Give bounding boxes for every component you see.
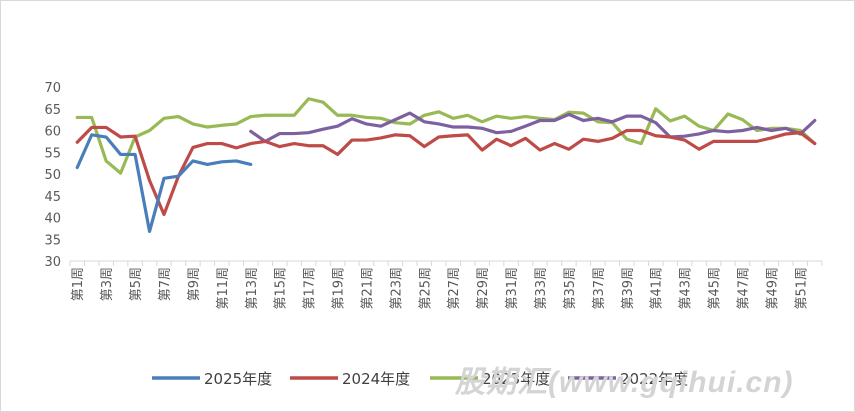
series-line-2022年度 <box>249 111 817 143</box>
legend-label: 2024年度 <box>342 370 410 388</box>
x-tick-label: 第27周 <box>447 267 462 310</box>
x-tick-label: 第25周 <box>418 267 433 310</box>
x-axis: 第1周 第3周 第5周 第7周 第9周 第11周 第13周 第15周 第17周 第19周 第21周第… <box>69 260 823 310</box>
x-tick-label: 第35周 <box>563 267 578 310</box>
legend-label: 2022年度 <box>620 370 688 388</box>
x-tick-label: 第7周 <box>158 267 173 301</box>
y-tick-label: 65 <box>44 103 61 118</box>
x-tick-label: 第5周 <box>129 267 144 301</box>
legend-label: 2025年度 <box>204 370 272 388</box>
x-tick-label: 第11周 <box>216 267 231 310</box>
y-tick-label: 55 <box>44 146 61 161</box>
y-tick-label: 50 <box>44 168 61 183</box>
x-tick-label: 第47周 <box>736 267 751 310</box>
series-layer <box>75 97 817 234</box>
x-tick-label: 第41周 <box>650 267 665 310</box>
x-tick-label: 第33周 <box>534 267 549 310</box>
y-tick-label: 35 <box>44 233 61 248</box>
x-tick-label: 第49周 <box>765 267 780 310</box>
x-tick-label: 第15周 <box>274 267 289 310</box>
x-tick-label: 第13周 <box>245 267 260 310</box>
y-tick-label: 45 <box>44 190 61 205</box>
series-line-2025年度 <box>75 133 253 234</box>
x-tick-label: 第31周 <box>505 267 520 310</box>
y-tick-label: 70 <box>44 81 61 96</box>
x-tick-label: 第39周 <box>621 267 636 310</box>
series-line-2023年度 <box>75 97 817 175</box>
y-tick-label: 60 <box>44 125 61 140</box>
x-tick-label: 第17周 <box>303 267 318 310</box>
x-tick-label: 第23周 <box>389 267 404 310</box>
watermark: 股期汇(www.gqihui.cn) <box>454 366 794 399</box>
y-tick-label: 30 <box>44 255 61 270</box>
x-tick-label: 第43周 <box>679 267 694 310</box>
x-tick-label: 第3周 <box>100 267 115 301</box>
series-line-2024年度 <box>75 125 817 217</box>
x-tick-label: 第21周 <box>360 267 375 310</box>
legend: 2025年度 2024年度 2023年度 2022年度 <box>152 370 688 388</box>
y-axis: 30 35 40 45 50 55 60 65 70 <box>44 81 61 270</box>
x-tick-label: 第51周 <box>794 267 809 310</box>
x-tick-label: 第45周 <box>708 267 723 310</box>
y-tick-label: 40 <box>44 212 61 227</box>
x-tick-label: 第29周 <box>476 267 491 310</box>
x-tick-label: 第19周 <box>332 267 347 310</box>
x-tick-label: 第9周 <box>187 267 202 301</box>
x-tick-label: 第37周 <box>592 267 607 310</box>
x-tick-label: 第1周 <box>71 267 86 301</box>
legend-label: 2023年度 <box>482 370 550 388</box>
